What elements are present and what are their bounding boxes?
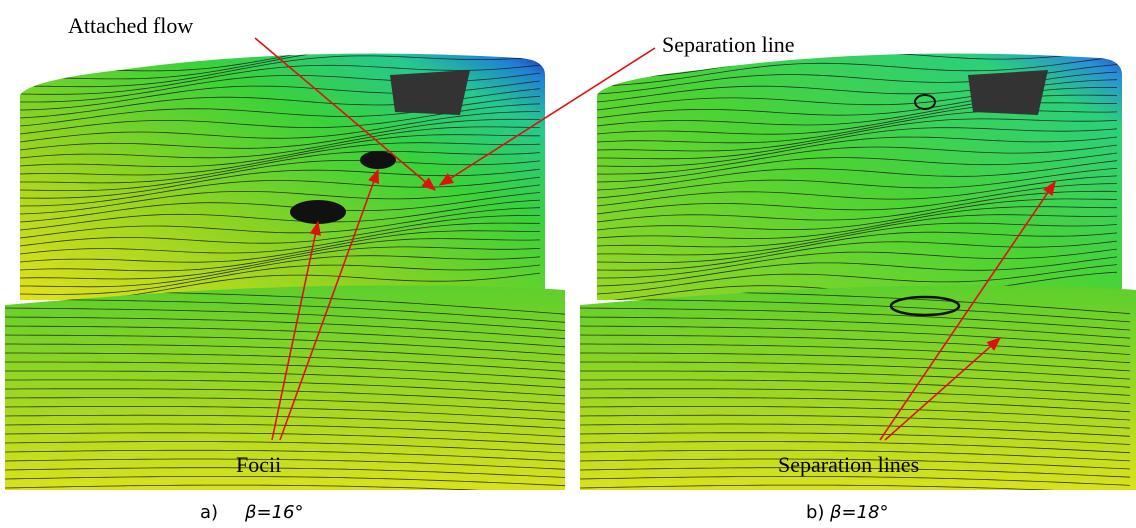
caption: β=18° — [829, 502, 888, 523]
annotation: Separation lines — [778, 452, 919, 477]
blade-tip — [968, 70, 1048, 115]
annotation: Attached flow — [68, 13, 193, 38]
blade-tip — [390, 70, 470, 115]
caption-label: a) — [200, 502, 218, 523]
focus — [360, 151, 396, 169]
figure: Attached flow Separation line Focii Sepa… — [0, 0, 1136, 528]
focus — [290, 200, 346, 224]
annotation: Separation line — [662, 32, 795, 57]
caption-label: b) — [806, 502, 824, 523]
caption: β=16° — [244, 502, 303, 523]
annotation: Focii — [236, 452, 281, 477]
streamline — [580, 494, 1130, 502]
captions: a) β=16° b) β=18° — [200, 502, 888, 523]
panel-b — [580, 41, 1136, 502]
streamline — [5, 494, 565, 502]
panel-a — [5, 39, 565, 502]
